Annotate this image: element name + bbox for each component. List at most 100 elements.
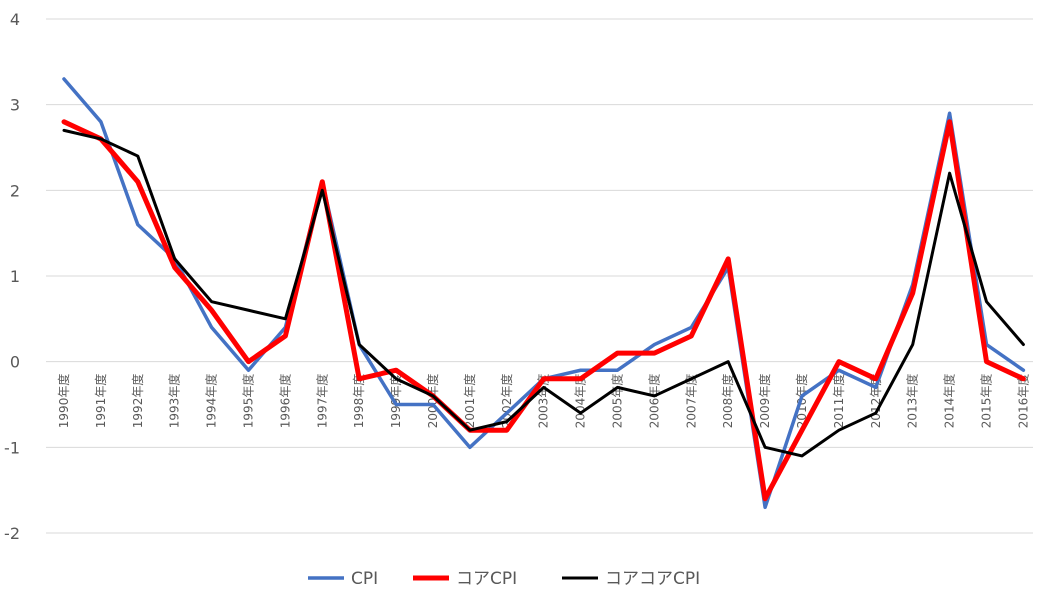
- data-point: [764, 498, 766, 500]
- x-tick-label: 2016年度: [1015, 374, 1030, 429]
- data-point: [838, 361, 840, 363]
- data-point: [248, 309, 250, 311]
- data-point: [284, 318, 286, 320]
- data-point: [100, 138, 102, 140]
- grid-lines: [46, 18, 1033, 534]
- x-tick-label: 2011年度: [831, 374, 846, 429]
- data-point: [690, 335, 692, 337]
- data-point: [174, 266, 176, 268]
- x-tick-label: 1992年度: [130, 374, 145, 429]
- x-tick-label: 2013年度: [905, 374, 920, 429]
- data-point: [690, 378, 692, 380]
- data-point: [63, 129, 65, 131]
- x-tick-label: 1998年度: [351, 374, 366, 429]
- y-tick-label: -1: [4, 438, 20, 457]
- data-point: [690, 326, 692, 328]
- data-point: [949, 172, 951, 174]
- legend-label: コアコアCPI: [605, 569, 700, 589]
- data-point: [469, 446, 471, 448]
- data-point: [543, 386, 545, 388]
- x-tick-label: 1994年度: [204, 374, 219, 429]
- x-tick-label: 2012年度: [868, 374, 883, 429]
- x-tick-label: 2015年度: [979, 374, 994, 429]
- data-point: [1022, 344, 1024, 346]
- y-tick-label: 0: [10, 353, 20, 372]
- data-point: [617, 369, 619, 371]
- data-point: [949, 121, 951, 123]
- x-tick-label: 1990年度: [56, 374, 71, 429]
- x-tick-label: 1993年度: [167, 374, 182, 429]
- x-tick-label: 1996年度: [277, 374, 292, 429]
- data-point: [912, 344, 914, 346]
- data-point: [764, 506, 766, 508]
- data-point: [506, 429, 508, 431]
- x-axis: 1990年度 1991年度 1992年度 1993年度 1994年度 1995年度 1996…: [56, 374, 1030, 429]
- x-tick-label: 2006年度: [646, 374, 661, 429]
- y-tick-label: 4: [10, 10, 20, 29]
- data-point: [838, 429, 840, 431]
- x-tick-label: 1991年度: [93, 374, 108, 429]
- data-point: [211, 326, 213, 328]
- y-tick-label: -2: [4, 524, 20, 543]
- y-tick-label: 2: [10, 181, 20, 200]
- x-tick-label: 1997年度: [314, 374, 329, 429]
- data-point: [358, 344, 360, 346]
- data-point: [137, 224, 139, 226]
- x-tick-label: 1995年度: [241, 374, 256, 429]
- data-point: [432, 395, 434, 397]
- data-point: [506, 412, 508, 414]
- data-point: [395, 369, 397, 371]
- data-point: [580, 369, 582, 371]
- data-point: [875, 412, 877, 414]
- legend-label: CPI: [351, 569, 378, 589]
- data-point: [1022, 369, 1024, 371]
- data-point: [727, 361, 729, 363]
- legend-label: コアCPI: [456, 569, 517, 589]
- y-axis: 4 3 2 1 0 -1 -2: [4, 10, 20, 543]
- series-line: [62, 128, 1025, 458]
- legend: CPI コアCPI コアコアCPI: [308, 569, 700, 589]
- x-tick-label: 2000年度: [425, 374, 440, 429]
- data-point: [986, 361, 988, 363]
- data-point: [801, 395, 803, 397]
- data-point: [248, 361, 250, 363]
- data-point: [949, 112, 951, 114]
- data-point: [469, 429, 471, 431]
- data-point: [801, 455, 803, 457]
- data-point: [174, 258, 176, 260]
- x-tick-label: 2007年度: [683, 374, 698, 429]
- data-point: [986, 301, 988, 303]
- data-point: [580, 378, 582, 380]
- data-point: [358, 378, 360, 380]
- data-point: [617, 386, 619, 388]
- data-point: [580, 412, 582, 414]
- data-point: [506, 421, 508, 423]
- data-point: [321, 189, 323, 191]
- data-point: [321, 181, 323, 183]
- x-tick-label: 2014年度: [942, 374, 957, 429]
- data-point: [395, 404, 397, 406]
- data-point: [284, 335, 286, 337]
- data-point: [63, 78, 65, 80]
- x-tick-label: 2001年度: [462, 374, 477, 429]
- data-point: [875, 378, 877, 380]
- x-tick-label: 2005年度: [610, 374, 625, 429]
- x-tick-label: 2004年度: [573, 374, 588, 429]
- data-point: [395, 378, 397, 380]
- data-point: [838, 369, 840, 371]
- data-point: [727, 258, 729, 260]
- data-point: [543, 378, 545, 380]
- data-point: [63, 121, 65, 123]
- plot-area: [61, 77, 1026, 510]
- data-point: [653, 344, 655, 346]
- data-point: [432, 404, 434, 406]
- series-line: [61, 119, 1026, 502]
- data-point: [653, 395, 655, 397]
- data-point: [211, 309, 213, 311]
- data-point: [211, 301, 213, 303]
- data-point: [137, 155, 139, 157]
- data-point: [100, 121, 102, 123]
- data-point: [617, 352, 619, 354]
- y-tick-label: 3: [10, 96, 20, 115]
